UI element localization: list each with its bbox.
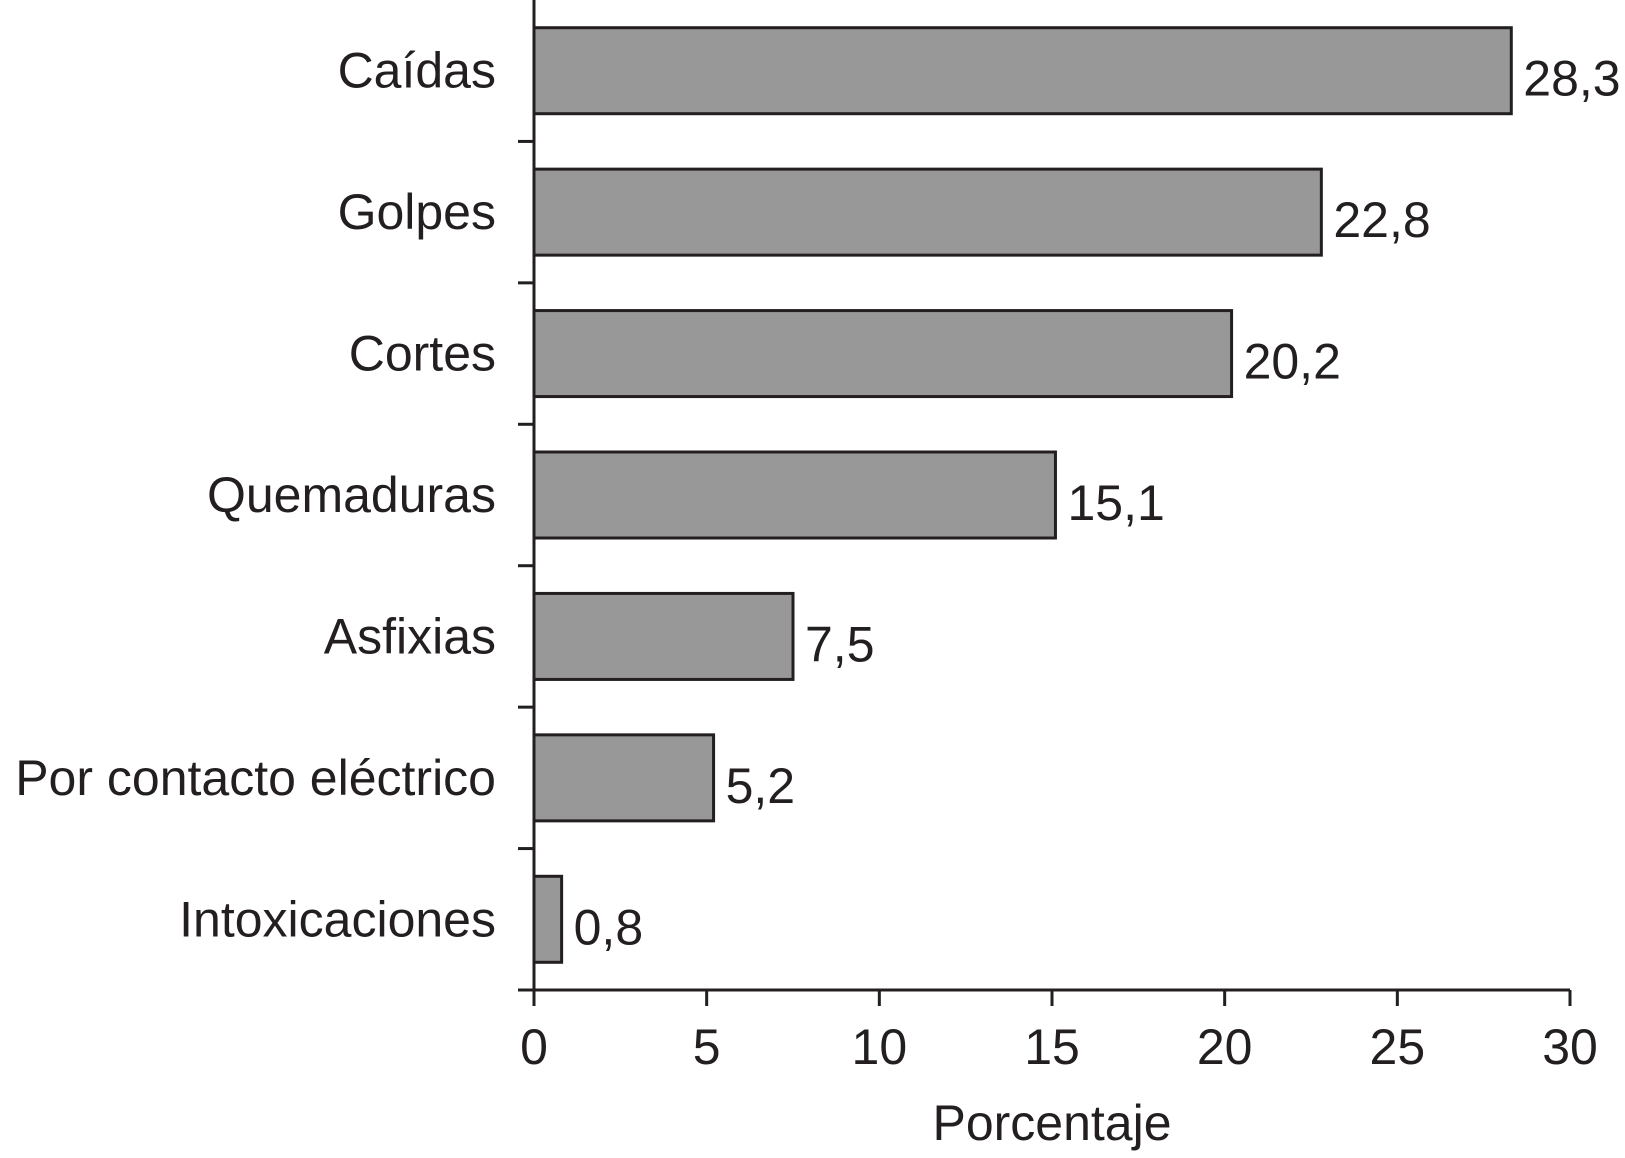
bar-6 bbox=[532, 874, 564, 964]
bar-5 bbox=[532, 733, 716, 823]
value-label: 28,3 bbox=[1523, 51, 1620, 107]
x-tick-label: 15 bbox=[1024, 1019, 1080, 1075]
x-tick-label: 10 bbox=[852, 1019, 908, 1075]
value-label: 5,2 bbox=[726, 758, 796, 814]
value-label: 7,5 bbox=[805, 616, 875, 672]
category-label: Asfixias bbox=[324, 608, 496, 664]
bar-4 bbox=[532, 591, 795, 681]
x-tick-label: 30 bbox=[1542, 1019, 1598, 1075]
category-label: Golpes bbox=[338, 184, 496, 240]
category-label: Caídas bbox=[338, 43, 496, 99]
category-label: Cortes bbox=[349, 326, 496, 382]
value-label: 20,2 bbox=[1244, 334, 1341, 390]
category-label: Intoxicaciones bbox=[179, 891, 496, 947]
x-tick-label: 25 bbox=[1370, 1019, 1426, 1075]
bars-layer bbox=[532, 26, 1513, 964]
value-label: 15,1 bbox=[1067, 475, 1164, 531]
labels-layer: Caídas 28,3 Golpes 22,8 Cortes 20,2 Quemaduras… bbox=[15, 43, 1620, 956]
bar-0 bbox=[532, 26, 1513, 116]
category-label: Quemaduras bbox=[207, 467, 496, 523]
value-label: 0,8 bbox=[574, 899, 644, 955]
category-label: Por contacto eléctrico bbox=[15, 750, 496, 806]
bar-2 bbox=[532, 309, 1234, 399]
value-label: 22,8 bbox=[1333, 192, 1430, 248]
x-axis-title: Porcentaje bbox=[932, 1095, 1171, 1151]
bar-1 bbox=[532, 167, 1323, 257]
x-tick-label: 0 bbox=[520, 1019, 548, 1075]
axes-layer: 0 5 10 15 20 25 30 bbox=[518, 0, 1598, 1075]
x-tick-label: 20 bbox=[1197, 1019, 1253, 1075]
x-tick-label: 5 bbox=[693, 1019, 721, 1075]
bar-3 bbox=[532, 450, 1057, 540]
